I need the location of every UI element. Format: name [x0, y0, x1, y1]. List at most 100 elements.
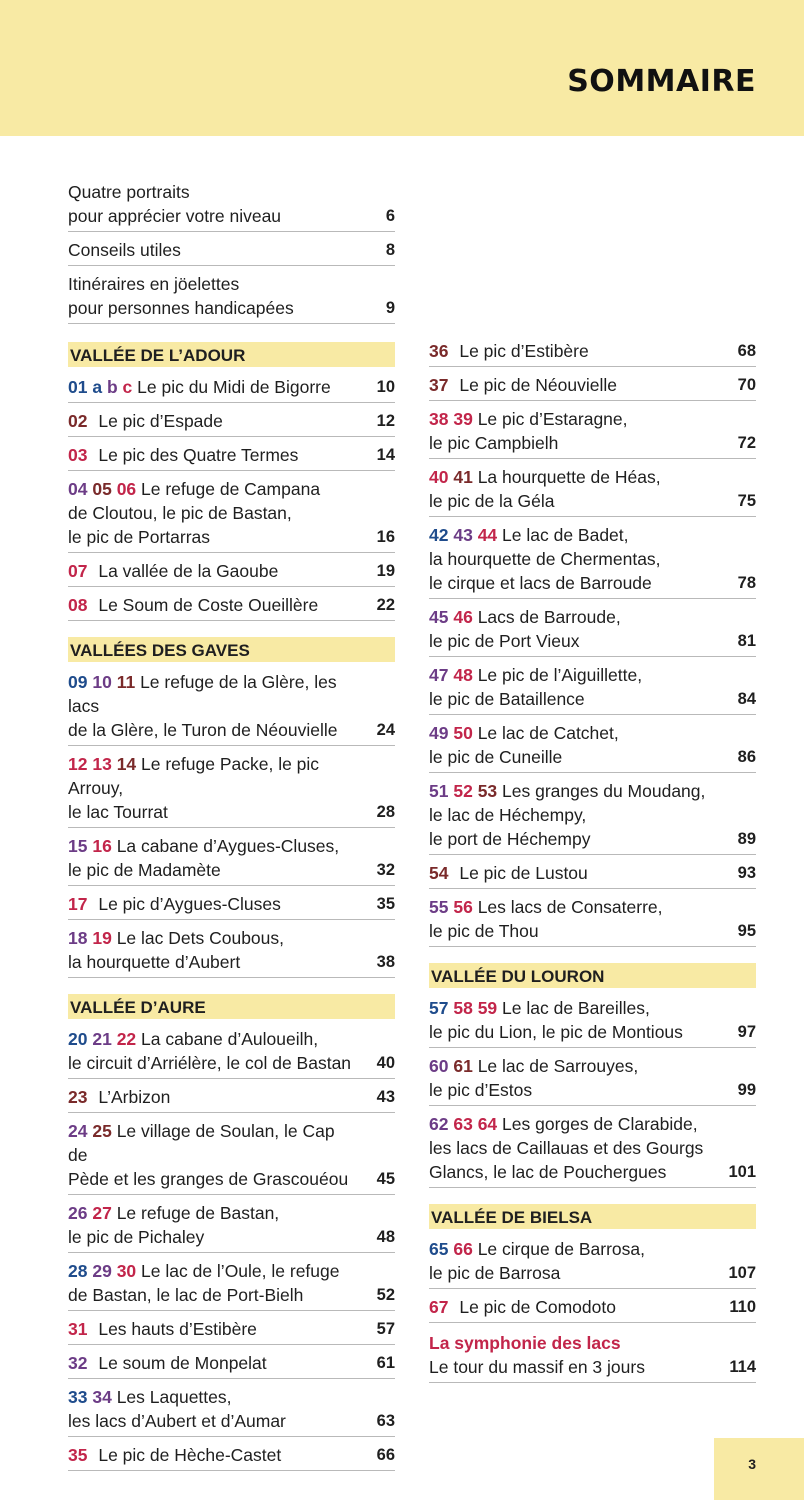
- section-header-aure: VALLÉE D’AURE: [68, 994, 395, 1019]
- symphonie-heading: La symphonie des lacs: [429, 1333, 621, 1353]
- route-number: 30: [116, 1261, 137, 1281]
- route-number: 38: [429, 409, 449, 429]
- route-number: 09: [68, 672, 88, 692]
- route-number: 46: [453, 607, 473, 627]
- toc-entry-line: Quatre portraits: [68, 182, 190, 202]
- section-header-adour: VALLÉE DE L’ADOUR: [68, 342, 395, 367]
- toc-entry-text: 32 Le soum de Monpelat: [68, 1351, 363, 1375]
- toc-entry-text: 42 43 44 Le lac de Badet, la hourquette d…: [429, 523, 724, 595]
- toc-entry-text: 55 56 Les lacs de Consaterre, le pic de T…: [429, 895, 724, 943]
- toc-entry-text: Quatre portraits pour apprécier votre niv…: [68, 180, 363, 228]
- toc-entry-line: le lac Tourrat: [68, 802, 168, 822]
- toc-entry: 23 L’Arbizon 43: [68, 1079, 395, 1113]
- toc-entry-line: la hourquette de Chermentas,: [429, 549, 661, 569]
- toc-entry-line: Le pic de l’Aiguillette,: [477, 665, 643, 685]
- toc-entry-text: 12 13 14 Le refuge Packe, le pic Arrouy,…: [68, 752, 363, 824]
- toc-entry: 38 39 Le pic d’Estaragne, le pic Campbiel…: [429, 401, 756, 459]
- toc-entry-text: 40 41 La hourquette de Héas, le pic de la…: [429, 465, 724, 513]
- toc-entry-line: le circuit d’Arriélère, le col de Bastan: [68, 1053, 352, 1073]
- toc-entry: 17 Le pic d’Aygues-Cluses 35: [68, 886, 395, 920]
- toc-entry-text: 31 Les hauts d’Estibère: [68, 1317, 363, 1341]
- page-ref: 52: [376, 1286, 395, 1304]
- toc-entry: 49 50 Le lac de Catchet, le pic de Cuneil…: [429, 715, 756, 773]
- toc-entry-text: 17 Le pic d’Aygues-Cluses: [68, 892, 363, 916]
- page-ref: 63: [376, 1412, 395, 1430]
- route-number: 17: [68, 894, 88, 914]
- route-number: 27: [92, 1203, 112, 1223]
- toc-entry-text: Itinéraires en jöelettes pour personnes h…: [68, 272, 363, 320]
- page-number: 3: [748, 1456, 756, 1472]
- route-number: 24: [68, 1121, 88, 1141]
- route-number: 28: [68, 1261, 88, 1281]
- route-number: 62: [429, 1114, 449, 1134]
- toc-entry-line: Les hauts d’Estibère: [98, 1319, 257, 1339]
- toc-entry-text: Conseils utiles: [68, 238, 363, 262]
- route-number: 45: [429, 607, 449, 627]
- toc-entry-text: 60 61 Le lac de Sarrouyes, le pic d’Estos: [429, 1054, 724, 1102]
- toc-entry-line: Le Soum de Coste Oueillère: [98, 595, 319, 615]
- toc-entry: 37 Le pic de Néouvielle 70: [429, 367, 756, 401]
- page-ref: 45: [376, 1170, 395, 1188]
- right-column: 36 Le pic d’Estibère 68 37 Le pic de Néouv…: [429, 333, 756, 1383]
- route-number: 11: [116, 672, 136, 692]
- header-band: SOMMAIRE: [0, 0, 804, 136]
- toc-list-aure: 20 21 22 La cabane d’Auloueilh, le circui…: [68, 1021, 395, 1471]
- toc-entry: 33 34 Les Laquettes, les lacs d’Aubert et…: [68, 1379, 395, 1437]
- route-number: 03: [68, 445, 88, 465]
- page-title: SOMMAIRE: [567, 64, 756, 99]
- toc-entry-line: Lacs de Barroude,: [477, 607, 621, 627]
- page-ref: 78: [737, 574, 756, 592]
- toc-entry-line: la hourquette d’Aubert: [68, 952, 241, 972]
- route-number: 55: [429, 897, 449, 917]
- section-header-louron: VALLÉE DU LOURON: [429, 963, 756, 988]
- toc-entry-line: les lacs de Caillauas et des Gourgs: [429, 1138, 704, 1158]
- toc-entry-text: 45 46 Lacs de Barroude, le pic de Port Vi…: [429, 605, 724, 653]
- toc-entry-line: Le soum de Monpelat: [98, 1353, 267, 1373]
- toc-entry-text: 20 21 22 La cabane d’Auloueilh, le circui…: [68, 1027, 363, 1075]
- route-number: 20: [68, 1029, 88, 1049]
- toc-entry-line: Le pic de Lustou: [459, 863, 588, 883]
- route-number: 15: [68, 836, 88, 856]
- page-ref: 75: [737, 492, 756, 510]
- toc-entry-text: 36 Le pic d’Estibère: [429, 339, 724, 363]
- page-ref: 12: [376, 412, 395, 430]
- toc-entry: 07 La vallée de la Gaoube 19: [68, 553, 395, 587]
- toc-entry: 47 48 Le pic de l’Aiguillette, le pic de …: [429, 657, 756, 715]
- route-number: 01: [68, 377, 88, 397]
- toc-entry-line: le pic de Pichaley: [68, 1227, 205, 1247]
- route-number: 04: [68, 479, 88, 499]
- toc-entry-line: le pic de Barrosa: [429, 1263, 561, 1283]
- page-ref: 40: [376, 1054, 395, 1072]
- toc-entry: 09 10 11 Le refuge de la Glère, les lacs…: [68, 664, 395, 746]
- page-ref: 22: [376, 596, 395, 614]
- toc-list-aure-continued: 36 Le pic d’Estibère 68 37 Le pic de Néouv…: [429, 333, 756, 947]
- toc-entry-line: La cabane d’Auloueilh,: [141, 1029, 319, 1049]
- toc-entry: 40 41 La hourquette de Héas, le pic de la…: [429, 459, 756, 517]
- page-ref: 32: [376, 861, 395, 879]
- toc-entry-line: pour apprécier votre niveau: [68, 206, 282, 226]
- route-number: 26: [68, 1203, 88, 1223]
- route-number: 56: [453, 897, 473, 917]
- toc-entry-text: 65 66 Le cirque de Barrosa, le pic de Bar…: [429, 1237, 724, 1285]
- toc-entry-line: le pic de Thou: [429, 921, 539, 941]
- route-number: 44: [477, 525, 498, 545]
- toc-entry: 12 13 14 Le refuge Packe, le pic Arrouy,…: [68, 746, 395, 828]
- route-number: 51: [429, 781, 449, 801]
- toc-entry: 26 27 Le refuge de Bastan, le pic de Pich…: [68, 1195, 395, 1253]
- toc-entry-line: Les gorges de Clarabide,: [502, 1114, 698, 1134]
- toc-entry: 35 Le pic de Hèche-Castet 66: [68, 1437, 395, 1471]
- toc-entry: 08 Le Soum de Coste Oueillère 22: [68, 587, 395, 621]
- route-number: 06: [116, 479, 137, 499]
- route-number: 36: [429, 341, 449, 361]
- route-number: 22: [116, 1029, 137, 1049]
- toc-entry-line: Le refuge de Campana: [141, 479, 321, 499]
- section-header-bielsa: VALLÉE DE BIELSA: [429, 1204, 756, 1229]
- page-ref: 72: [737, 434, 756, 452]
- route-number: 37: [429, 375, 449, 395]
- toc-entry: Conseils utiles 8: [68, 232, 395, 266]
- toc-entry-line: Le pic de Comodoto: [459, 1297, 616, 1317]
- page-ref: 48: [376, 1228, 395, 1246]
- route-number: c: [122, 377, 133, 397]
- toc-entry-line: le pic du Lion, le pic de Montious: [429, 1022, 683, 1042]
- symphonie-text: Le tour du massif en 3 jours: [429, 1357, 645, 1377]
